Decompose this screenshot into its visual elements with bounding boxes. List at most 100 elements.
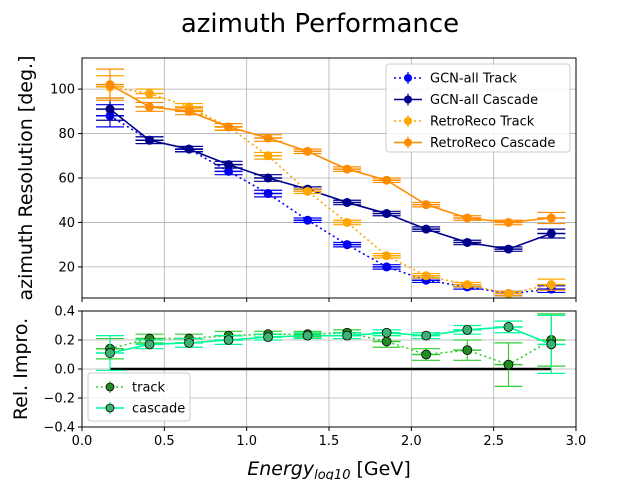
legend-entry: track xyxy=(96,381,166,396)
data-point xyxy=(263,332,273,343)
data-point xyxy=(382,262,392,272)
data-point xyxy=(303,146,313,156)
legend-label: GCN-all Track xyxy=(430,72,517,87)
series-cascade xyxy=(95,314,566,374)
data-point xyxy=(462,324,473,335)
legend-marker xyxy=(404,117,412,125)
bottom-y-axis-label: Rel. Impro. xyxy=(10,318,32,420)
data-point xyxy=(105,104,115,114)
legend-entry: RetroReco Track xyxy=(394,115,535,130)
data-point xyxy=(145,89,155,99)
data-point xyxy=(184,106,194,116)
legend-entry: RetroReco Cascade xyxy=(394,136,555,151)
data-point xyxy=(503,359,514,370)
data-point xyxy=(105,80,115,90)
bottom-panel-ticks: −0.4 −0.2 0.0 0.2 0.4 0.0 0.5 1.0 1.5 2.0 2.5 3.0 xyxy=(43,305,586,450)
data-point xyxy=(144,339,155,350)
top-y-tick-label: 40 xyxy=(58,216,75,231)
x-tick-label: 1.5 xyxy=(319,434,340,449)
legend-box xyxy=(385,63,571,153)
bottom-y-tick-label: −0.2 xyxy=(43,392,75,407)
top-panel-series xyxy=(95,68,566,299)
data-point xyxy=(263,189,273,199)
data-point xyxy=(184,337,194,348)
data-point xyxy=(382,175,392,185)
legend-marker xyxy=(404,74,412,82)
series-gcn-all-cascade xyxy=(95,97,566,254)
legend-label: GCN-all Cascade xyxy=(430,93,538,108)
data-point xyxy=(342,197,352,207)
x-tick-label: 3.0 xyxy=(566,434,587,449)
legend-marker xyxy=(105,403,115,413)
top-legend: GCN-all Track GCN-all Cascade RetroReco Tr… xyxy=(385,63,571,153)
data-point xyxy=(381,327,392,338)
legend-entry: GCN-all Cascade xyxy=(394,93,538,108)
x-tick-label: 0.0 xyxy=(72,434,93,449)
series-line xyxy=(109,108,552,250)
data-point xyxy=(503,322,514,332)
data-point xyxy=(223,335,234,345)
legend-label: track xyxy=(132,381,166,396)
data-point xyxy=(503,217,513,227)
data-point xyxy=(303,186,313,196)
legend-marker xyxy=(404,95,412,104)
x-tick-label: 2.5 xyxy=(483,434,504,449)
data-point xyxy=(263,173,273,183)
data-point xyxy=(462,345,473,356)
data-point xyxy=(421,200,431,210)
data-point xyxy=(421,224,431,234)
legend-label: RetroReco Track xyxy=(430,115,535,130)
legend-entry: cascade xyxy=(96,402,185,417)
series-retroreco-cascade xyxy=(95,68,566,227)
data-point xyxy=(302,330,313,341)
data-point xyxy=(342,330,353,341)
data-point xyxy=(263,133,273,143)
top-y-tick-label: 80 xyxy=(58,127,75,142)
data-point xyxy=(145,135,155,145)
bottom-legend: track cascade xyxy=(87,372,191,422)
data-point xyxy=(224,122,234,132)
data-point xyxy=(382,251,392,261)
data-point xyxy=(546,339,557,350)
chart-title: azimuth Performance xyxy=(181,9,459,39)
legend-label: cascade xyxy=(132,402,185,417)
bottom-y-tick-label: −0.4 xyxy=(43,421,75,436)
data-point xyxy=(462,280,472,290)
x-tick-label: 0.5 xyxy=(154,434,175,449)
x-axis-label-unit: [GeV] xyxy=(350,458,410,480)
data-point xyxy=(421,271,431,281)
x-axis-label-subscript: log10 xyxy=(314,468,350,480)
legend-marker xyxy=(404,138,412,147)
x-axis-label-main: Energy xyxy=(247,458,315,480)
data-point xyxy=(421,349,432,360)
top-panel-ticks: 20 40 60 80 100 xyxy=(50,83,577,302)
legend-label: RetroReco Cascade xyxy=(430,136,555,151)
data-point xyxy=(421,330,432,341)
data-point xyxy=(342,217,352,227)
top-y-tick-label: 100 xyxy=(50,83,75,98)
bottom-y-tick-label: 0.0 xyxy=(54,363,75,378)
data-point xyxy=(546,280,556,290)
data-point xyxy=(342,164,352,174)
data-point xyxy=(462,237,472,247)
data-point xyxy=(224,166,234,176)
data-point xyxy=(145,102,155,112)
top-y-tick-label: 60 xyxy=(58,172,75,187)
bottom-panel-series xyxy=(95,313,566,387)
data-point xyxy=(105,348,115,358)
data-point xyxy=(462,213,472,223)
top-y-tick-label: 20 xyxy=(58,260,75,275)
data-point xyxy=(184,144,194,154)
x-tick-label: 2.0 xyxy=(401,434,422,449)
data-point xyxy=(381,336,392,347)
data-point xyxy=(503,244,513,254)
data-point xyxy=(546,213,556,223)
data-point xyxy=(224,160,234,170)
data-point xyxy=(503,289,513,299)
x-tick-label: 1.0 xyxy=(236,434,257,449)
legend-entry: GCN-all Track xyxy=(394,72,517,87)
data-point xyxy=(342,240,352,250)
data-point xyxy=(382,209,392,219)
top-y-axis-label: azimuth Resolution [deg.] xyxy=(15,56,37,301)
